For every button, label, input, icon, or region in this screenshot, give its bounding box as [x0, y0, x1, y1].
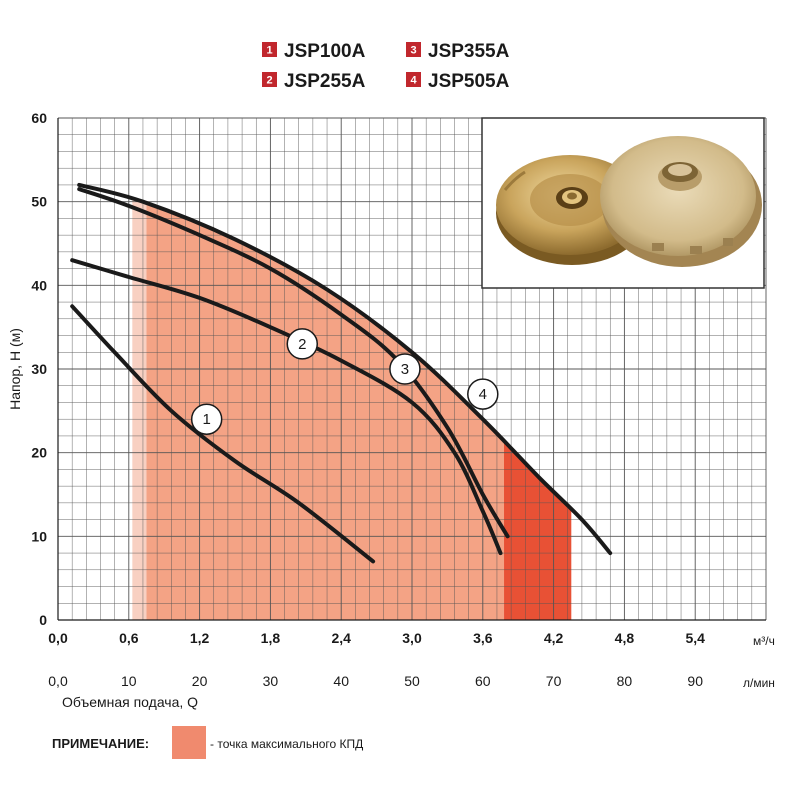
legend-badge-number: 4 — [410, 75, 417, 87]
x-tick-label-m3h: 2,4 — [331, 630, 351, 646]
legend-badge-number: 1 — [266, 45, 272, 57]
x-tick-label-m3h: 4,2 — [544, 630, 564, 646]
chart-axes — [57, 118, 766, 621]
x-tick-label-m3h: 1,8 — [261, 630, 281, 646]
y-tick-label: 0 — [39, 612, 47, 628]
x-tick-label-lmin: 30 — [263, 673, 279, 689]
curve-marker-circle — [467, 378, 499, 410]
legend-item-jsp355a: 3 JSP355A — [406, 41, 510, 62]
curve-4 — [77, 182, 613, 556]
legend-badge — [262, 72, 277, 87]
legend-badge-number: 3 — [410, 45, 416, 57]
legend-label: JSP505A — [428, 71, 510, 92]
y-tick-label: 60 — [31, 110, 47, 126]
curve-marker-2: 2 — [286, 328, 319, 360]
x-tick-label-m3h: 0,6 — [119, 630, 139, 646]
x-tick-label-lmin: 70 — [546, 673, 562, 689]
curve-marker-circle — [389, 353, 421, 385]
x-tick-label-m3h: 3,0 — [402, 630, 422, 646]
y-axis-title: Напор, H (м) — [7, 328, 23, 410]
y-tick-labels: 0 10 20 30 40 50 60 — [31, 110, 47, 628]
note-label: ПРИМЕЧАНИЕ: — [52, 736, 149, 751]
x-tick-label-lmin: 10 — [121, 673, 137, 689]
x-tick-label-m3h: 0,0 — [48, 630, 68, 646]
note: ПРИМЕЧАНИЕ: - точка максимального КПД — [52, 726, 363, 759]
legend-label: JSP100A — [284, 41, 366, 62]
note-swatch — [172, 726, 206, 759]
y-tick-label: 40 — [31, 277, 47, 293]
legend-label: JSP355A — [428, 41, 510, 62]
legend-item-jsp100a: 1 JSP100A — [262, 41, 366, 62]
curve-marker-circle — [286, 328, 319, 360]
curve-marker-4: 4 — [467, 378, 499, 410]
x-tick-label-lmin: 20 — [192, 673, 208, 689]
curve-marker-label: 4 — [479, 386, 487, 403]
x-tick-label-m3h: 3,6 — [473, 630, 493, 646]
x-tick-labels-lmin: 0,0 10 20 30 40 50 60 70 80 90 — [48, 673, 703, 689]
legend-label: JSP255A — [284, 71, 366, 92]
x-tick-label-lmin: 60 — [475, 673, 491, 689]
y-tick-label: 30 — [31, 361, 47, 377]
x-tick-label-lmin: 0,0 — [48, 673, 68, 689]
x-tick-label-m3h: 1,2 — [190, 630, 210, 646]
x-tick-label-lmin: 90 — [687, 673, 703, 689]
curve-marker-label: 1 — [203, 411, 211, 428]
x-tick-label-lmin: 80 — [617, 673, 633, 689]
y-tick-label: 50 — [31, 194, 47, 210]
y-tick-label: 10 — [31, 528, 47, 544]
x-axis-title: Объемная подача, Q — [62, 694, 198, 710]
curve-marker-label: 3 — [401, 361, 409, 378]
legend-badge — [262, 42, 277, 57]
performance-curves: 1 2 3 4 — [70, 182, 613, 564]
y-tick-label: 20 — [31, 445, 47, 461]
curve-3 — [77, 187, 510, 539]
curve-2 — [70, 258, 503, 556]
legend: 1 JSP100A 2 JSP255A 3 JSP355A 4 JSP505A — [262, 41, 510, 92]
efficiency-band-2 — [146, 203, 505, 620]
curve-marker-3: 3 — [389, 353, 421, 385]
x-unit-bottom: л/мин — [743, 676, 775, 690]
x-tick-label-m3h: 4,8 — [615, 630, 635, 646]
curve-marker-label: 2 — [298, 336, 306, 353]
curve-marker-1: 1 — [190, 403, 223, 435]
efficiency-band-3 — [504, 441, 572, 620]
legend-badge — [406, 42, 421, 57]
legend-badge-number: 2 — [266, 75, 272, 87]
curve-1 — [70, 304, 376, 564]
x-tick-labels-m3h: 0,0 0,6 1,2 1,8 2,4 3,0 3,6 4,2 4,8 5,4 — [48, 630, 705, 646]
x-tick-label-m3h: 5,4 — [685, 630, 705, 646]
legend-item-jsp255a: 2 JSP255A — [262, 71, 366, 92]
legend-item-jsp505a: 4 JSP505A — [406, 71, 510, 92]
x-unit-top: м³/ч — [753, 634, 775, 648]
x-tick-label-lmin: 40 — [333, 673, 349, 689]
x-tick-label-lmin: 50 — [404, 673, 420, 689]
legend-badge — [406, 72, 421, 87]
curve-marker-circle — [190, 403, 223, 435]
chart-grid — [58, 117, 767, 620]
impeller-photo — [481, 117, 765, 289]
note-text: - точка максимального КПД — [210, 737, 363, 751]
